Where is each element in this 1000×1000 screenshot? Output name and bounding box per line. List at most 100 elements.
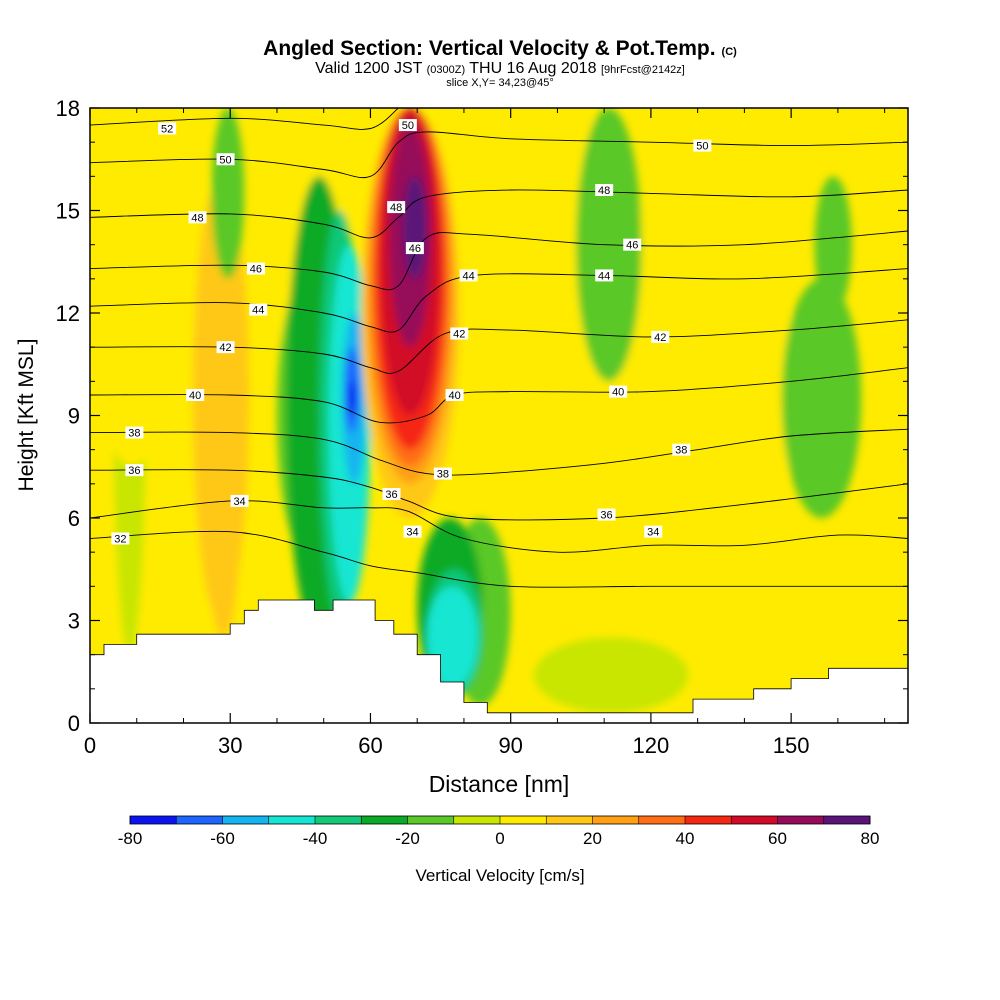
theta-label-bg	[230, 494, 249, 507]
theta-label-bg	[459, 269, 478, 282]
theta-contour-34	[90, 500, 908, 553]
velocity-region-24	[348, 381, 357, 416]
colorbar-tick-label: -40	[303, 829, 328, 848]
theta-label-46: 46	[246, 262, 265, 276]
colorbar-segment	[176, 816, 223, 824]
theta-label-text: 42	[219, 342, 231, 354]
colorbar-tick-label: 60	[768, 829, 787, 848]
valid-date: THU 16 Aug 2018	[469, 60, 597, 77]
colorbar-segment	[407, 816, 455, 824]
theta-label-34: 34	[403, 525, 422, 539]
chart-title: Angled Section: Vertical Velocity & Pot.…	[0, 37, 1000, 61]
theta-label-50: 50	[693, 139, 712, 153]
x-tick-label: 30	[218, 733, 242, 758]
velocity-region-10	[211, 108, 245, 279]
theta-label-44: 44	[249, 303, 268, 317]
colorbar-segment	[453, 816, 501, 824]
theta-label-bg	[672, 443, 691, 456]
theta-label-48: 48	[595, 184, 614, 197]
theta-label-text: 42	[654, 332, 666, 344]
theta-label-text: 50	[402, 120, 414, 132]
theta-label-bg	[125, 464, 144, 477]
theta-contour-38	[90, 428, 908, 476]
colorbar-tick-label: -60	[210, 829, 235, 848]
theta-label-bg	[382, 488, 401, 501]
theta-label-48: 48	[188, 211, 207, 224]
forecast-tag: [9hrFcst@2142z]	[600, 64, 685, 76]
theta-label-text: 44	[598, 270, 610, 282]
x-tick-label: 150	[773, 733, 810, 758]
chart-slice: slice X,Y= 34,23@45°	[446, 77, 554, 89]
theta-label-bg	[445, 389, 464, 401]
colorbar-tick-label: 40	[676, 829, 695, 848]
theta-label-bg	[398, 119, 417, 132]
theta-label-46: 46	[405, 242, 424, 255]
theta-label-bg	[693, 139, 712, 152]
theta-label-text: 46	[250, 264, 262, 276]
theta-label-52: 52	[158, 122, 177, 136]
y-tick-label: 3	[68, 609, 80, 634]
theta-label-42: 42	[651, 330, 670, 344]
theta-label-bg	[597, 508, 616, 521]
theta-label-bg	[216, 341, 235, 354]
colorbar-segment	[731, 816, 778, 824]
colorbar-segment	[592, 816, 640, 824]
x-axis-label: Distance [nm]	[429, 771, 570, 797]
theta-contour-50	[90, 131, 908, 179]
velocity-region-15	[814, 176, 852, 313]
theta-label-40: 40	[445, 389, 464, 402]
theta-label-text: 46	[409, 243, 421, 255]
colorbar-segment	[268, 816, 316, 824]
velocity-region-14	[781, 278, 862, 518]
theta-label-text: 40	[189, 390, 201, 402]
theta-label-bg	[644, 525, 663, 538]
theta-label-text: 40	[612, 387, 624, 399]
valid-zone: (0300Z)	[426, 64, 466, 76]
theta-label-40: 40	[186, 389, 205, 402]
theta-label-text: 34	[233, 496, 245, 508]
theta-label-bg	[405, 242, 424, 255]
theta-label-text: 34	[406, 527, 418, 539]
x-tick-label: 60	[358, 733, 382, 758]
theta-label-bg	[246, 262, 265, 275]
theta-label-34: 34	[230, 494, 249, 508]
theta-label-bg	[433, 467, 452, 480]
theta-label-36: 36	[382, 488, 401, 501]
chart-title-unit: (C)	[721, 46, 737, 58]
theta-label-44: 44	[595, 269, 614, 282]
theta-label-44: 44	[459, 269, 478, 282]
theta-label-text: 50	[696, 141, 708, 153]
theta-contour-42	[90, 319, 908, 374]
theta-label-bg	[609, 385, 628, 398]
theta-label-38: 38	[672, 443, 691, 457]
colorbar-tick-label: 80	[861, 829, 880, 848]
terrain	[90, 599, 908, 723]
theta-label-text: 48	[598, 185, 610, 197]
x-axis: 0 30 60 90 120 150	[84, 108, 886, 758]
velocity-region-6	[641, 244, 801, 536]
y-tick-label: 12	[56, 301, 80, 326]
colorbar: -80 -60 -40 -20 0 20 40 60 80	[118, 815, 880, 848]
theta-label-text: 38	[437, 469, 449, 481]
theta-label-bg	[403, 525, 422, 538]
colorbar-segment	[130, 816, 177, 824]
theta-label-bg	[111, 532, 130, 545]
theta-label-text: 36	[600, 510, 612, 522]
theta-label-bg	[216, 153, 235, 166]
velocity-region-2	[90, 108, 175, 467]
theta-label-text: 44	[462, 270, 474, 282]
theta-label-36: 36	[597, 508, 616, 522]
theta-label-text: 36	[385, 489, 397, 501]
chart-valid-time: Valid 1200 JST (0300Z) THU 16 Aug 2018 […	[0, 60, 1000, 78]
theta-label-32: 32	[111, 532, 130, 546]
colorbar-label: Vertical Velocity [cm/s]	[415, 866, 584, 885]
theta-label-text: 34	[647, 527, 659, 539]
theta-label-bg	[595, 184, 614, 196]
theta-label-text: 50	[219, 154, 231, 166]
theta-label-bg	[125, 426, 144, 439]
theta-label-bg	[186, 389, 205, 401]
colorbar-tick-label: -20	[395, 829, 420, 848]
velocity-region-9	[206, 415, 240, 638]
